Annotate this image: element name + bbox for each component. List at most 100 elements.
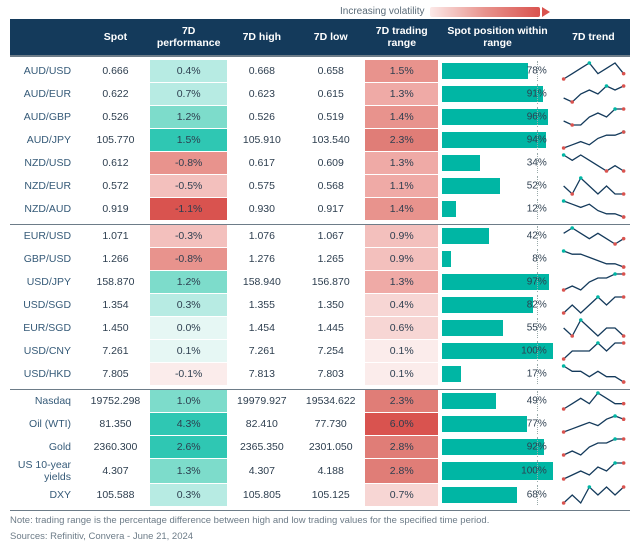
cell-name: USD/CNY <box>10 339 81 362</box>
table-row: NZD/EUR0.572-0.5%0.5750.5681.1% 52% <box>10 174 630 197</box>
cell-low: 103.540 <box>296 128 365 151</box>
cell-spot: 158.870 <box>81 270 150 293</box>
cell-range: 2.3% <box>365 389 438 412</box>
cell-position: 42% <box>438 224 556 247</box>
cell-perf: 0.7% <box>150 82 228 105</box>
cell-range: 0.7% <box>365 483 438 506</box>
cell-spot: 1.354 <box>81 293 150 316</box>
cell-high: 0.575 <box>227 174 296 197</box>
cell-trend <box>557 105 630 128</box>
cell-perf: -0.3% <box>150 224 228 247</box>
volatility-legend: Increasing volatility <box>340 6 630 17</box>
cell-spot: 7.805 <box>81 362 150 385</box>
cell-high: 1.276 <box>227 247 296 270</box>
cell-low: 7.254 <box>296 339 365 362</box>
cell-trend <box>557 151 630 174</box>
cell-perf: 1.2% <box>150 105 228 128</box>
cell-spot: 105.770 <box>81 128 150 151</box>
col-low: 7D low <box>296 19 365 56</box>
col-trend: 7D trend <box>557 19 630 56</box>
cell-perf: 1.3% <box>150 458 228 483</box>
cell-position: 100% <box>438 339 556 362</box>
cell-position: 49% <box>438 389 556 412</box>
table-row: AUD/JPY105.7701.5%105.910103.5402.3% 94% <box>10 128 630 151</box>
cell-low: 7.803 <box>296 362 365 385</box>
cell-low: 1.265 <box>296 247 365 270</box>
cell-name: AUD/EUR <box>10 82 81 105</box>
cell-position: 52% <box>438 174 556 197</box>
cell-range: 1.4% <box>365 105 438 128</box>
cell-perf: 0.1% <box>150 339 228 362</box>
cell-high: 2365.350 <box>227 435 296 458</box>
cell-high: 1.076 <box>227 224 296 247</box>
table-row: GBP/USD1.266-0.8%1.2761.2650.9% 8% <box>10 247 630 270</box>
legend-gradient <box>430 7 540 17</box>
cell-name: NZD/EUR <box>10 174 81 197</box>
cell-trend <box>557 389 630 412</box>
cell-trend <box>557 412 630 435</box>
cell-perf: 0.3% <box>150 483 228 506</box>
cell-position: 92% <box>438 435 556 458</box>
cell-high: 4.307 <box>227 458 296 483</box>
cell-low: 4.188 <box>296 458 365 483</box>
table-row: EUR/SGD1.4500.0%1.4541.4450.6% 55% <box>10 316 630 339</box>
cell-perf: 0.3% <box>150 293 228 316</box>
cell-name: AUD/JPY <box>10 128 81 151</box>
cell-name: USD/JPY <box>10 270 81 293</box>
cell-high: 1.454 <box>227 316 296 339</box>
cell-name: AUD/GBP <box>10 105 81 128</box>
footnote: Note: trading range is the percentage di… <box>10 515 630 527</box>
cell-range: 1.5% <box>365 59 438 82</box>
col-perf: 7D performance <box>150 19 228 56</box>
cell-spot: 1.266 <box>81 247 150 270</box>
cell-name: Nasdaq <box>10 389 81 412</box>
table-row: USD/JPY158.8701.2%158.940156.8701.3% 97% <box>10 270 630 293</box>
cell-range: 2.8% <box>365 458 438 483</box>
cell-name: GBP/USD <box>10 247 81 270</box>
legend-label: Increasing volatility <box>340 6 424 17</box>
cell-low: 1.445 <box>296 316 365 339</box>
cell-high: 158.940 <box>227 270 296 293</box>
cell-position: 77% <box>438 412 556 435</box>
cell-range: 0.6% <box>365 316 438 339</box>
cell-range: 1.3% <box>365 82 438 105</box>
cell-position: 55% <box>438 316 556 339</box>
cell-spot: 0.622 <box>81 82 150 105</box>
table-row: AUD/GBP0.5261.2%0.5260.5191.4% 96% <box>10 105 630 128</box>
cell-trend <box>557 458 630 483</box>
cell-range: 1.4% <box>365 197 438 220</box>
cell-low: 19534.622 <box>296 389 365 412</box>
cell-perf: 0.0% <box>150 316 228 339</box>
cell-position: 97% <box>438 270 556 293</box>
table-row: USD/CNY7.2610.1%7.2617.2540.1% 100% <box>10 339 630 362</box>
table-row: EUR/USD1.071-0.3%1.0761.0670.9% 42% <box>10 224 630 247</box>
cell-spot: 0.919 <box>81 197 150 220</box>
cell-name: US 10-year yields <box>10 458 81 483</box>
table-row: NZD/USD0.612-0.8%0.6170.6091.3% 34% <box>10 151 630 174</box>
cell-trend <box>557 59 630 82</box>
table-row: Nasdaq19752.2981.0%19979.92719534.6222.3… <box>10 389 630 412</box>
cell-name: NZD/AUD <box>10 197 81 220</box>
cell-position: 94% <box>438 128 556 151</box>
cell-range: 1.1% <box>365 174 438 197</box>
cell-name: USD/HKD <box>10 362 81 385</box>
col-high: 7D high <box>227 19 296 56</box>
cell-position: 100% <box>438 458 556 483</box>
cell-perf: 1.5% <box>150 128 228 151</box>
cell-range: 6.0% <box>365 412 438 435</box>
cell-range: 2.8% <box>365 435 438 458</box>
cell-position: 17% <box>438 362 556 385</box>
cell-low: 77.730 <box>296 412 365 435</box>
cell-name: DXY <box>10 483 81 506</box>
cell-perf: -0.5% <box>150 174 228 197</box>
cell-perf: 1.0% <box>150 389 228 412</box>
cell-trend <box>557 224 630 247</box>
cell-high: 105.805 <box>227 483 296 506</box>
table-row: NZD/AUD0.919-1.1%0.9300.9171.4% 12% <box>10 197 630 220</box>
cell-high: 0.930 <box>227 197 296 220</box>
cell-spot: 0.526 <box>81 105 150 128</box>
cell-name: NZD/USD <box>10 151 81 174</box>
cell-trend <box>557 82 630 105</box>
cell-spot: 7.261 <box>81 339 150 362</box>
cell-low: 1.350 <box>296 293 365 316</box>
